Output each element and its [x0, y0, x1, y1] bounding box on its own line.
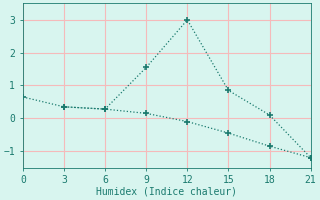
- X-axis label: Humidex (Indice chaleur): Humidex (Indice chaleur): [96, 187, 237, 197]
